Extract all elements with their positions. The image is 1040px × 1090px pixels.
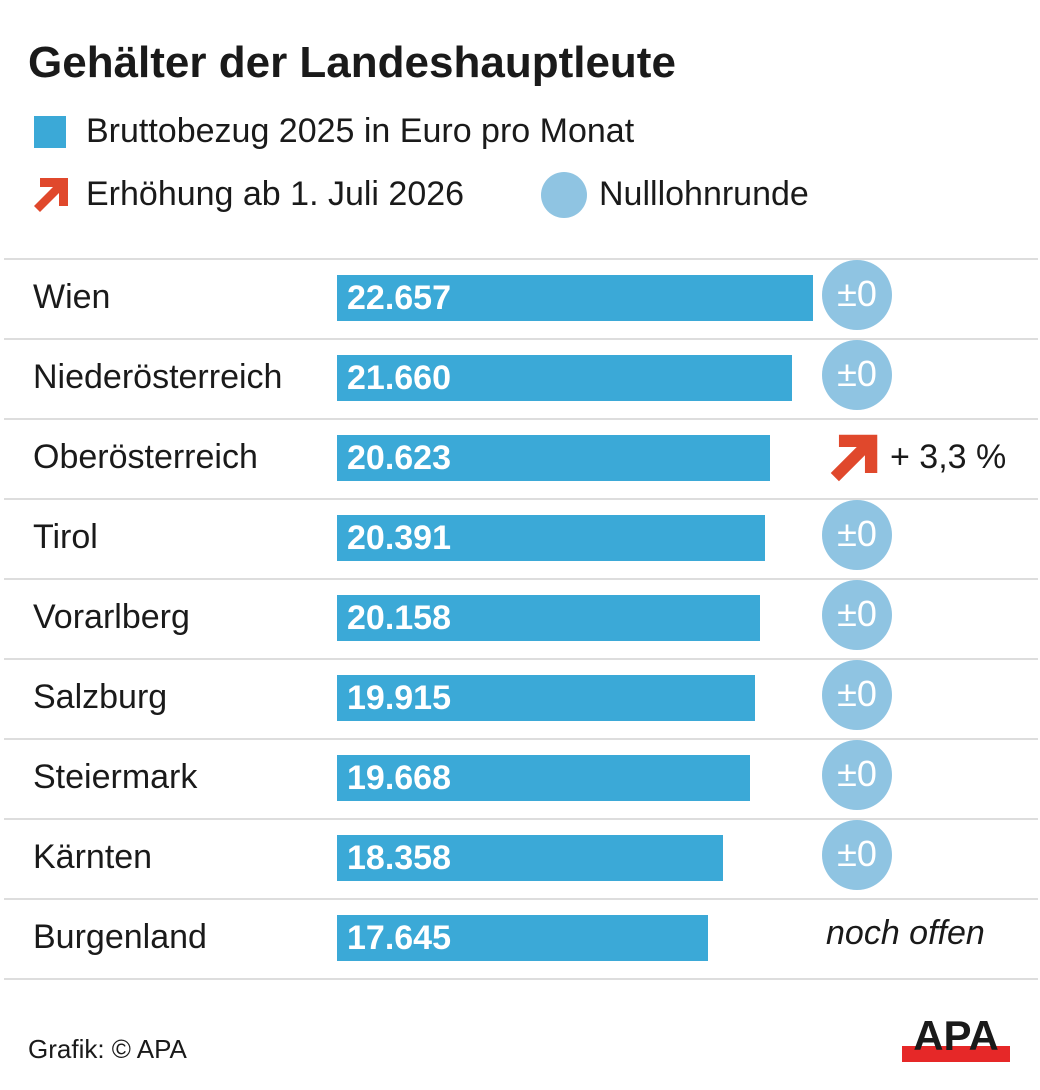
category-label: Oberösterreich: [33, 438, 258, 476]
legend-label-gross: Bruttobezug 2025 in Euro pro Monat: [86, 112, 635, 150]
bar: [337, 835, 723, 881]
increase-arrow-icon: [830, 434, 878, 482]
category-label: Wien: [33, 278, 111, 316]
apa-logo: APA: [902, 1016, 1010, 1062]
row-separator: [4, 978, 1038, 980]
bar-value-label: 20.158: [347, 599, 451, 637]
increase-label: + 3,3 %: [890, 438, 1007, 476]
category-label: Kärnten: [33, 838, 153, 876]
bar-value-label: 22.657: [347, 279, 451, 317]
bar-value-label: 20.623: [347, 439, 451, 477]
row-separator: [4, 338, 1038, 340]
legend-arrow-icon: [34, 178, 68, 212]
legend-label-zero: Nulllohnrunde: [599, 175, 809, 213]
svg-text:APA: APA: [913, 1016, 999, 1059]
chart-title: Gehälter der Landeshauptleute: [28, 38, 676, 87]
legend-label-increase: Erhöhung ab 1. Juli 2026: [86, 175, 465, 213]
bar: [337, 355, 793, 401]
bar-value-label: 20.391: [347, 519, 451, 557]
bar-value-label: 21.660: [347, 359, 451, 397]
row-separator: [4, 818, 1038, 820]
bar: [337, 515, 766, 561]
zero-round-badge: ±0: [822, 580, 892, 650]
bar: [337, 675, 756, 721]
bar: [337, 595, 761, 641]
zero-round-badge: ±0: [822, 660, 892, 730]
bar-value-label: 19.915: [347, 679, 451, 717]
zero-round-badge: ±0: [822, 740, 892, 810]
bar-value-label: 19.668: [347, 759, 451, 797]
category-label: Niederösterreich: [33, 358, 283, 396]
bar: [337, 275, 813, 321]
category-label: Burgenland: [33, 918, 207, 956]
row-separator: [4, 658, 1038, 660]
zero-round-badge: ±0: [822, 340, 892, 410]
row-separator: [4, 898, 1038, 900]
zero-round-badge: ±0: [822, 500, 892, 570]
category-label: Tirol: [33, 518, 98, 556]
legend-square-icon: [34, 116, 66, 148]
bar-value-label: 18.358: [347, 839, 451, 877]
zero-round-badge: ±0: [822, 260, 892, 330]
row-separator: [4, 578, 1038, 580]
row-separator: [4, 418, 1038, 420]
source-credit: Grafik: © APA: [28, 1034, 187, 1064]
bar: [337, 915, 708, 961]
bar: [337, 755, 751, 801]
bar-value-label: 17.645: [347, 919, 451, 957]
bar: [337, 435, 771, 481]
pending-label: noch offen: [826, 914, 985, 952]
category-label: Vorarlberg: [33, 598, 190, 636]
row-separator: [4, 258, 1038, 260]
category-label: Steiermark: [33, 758, 198, 796]
zero-round-badge: ±0: [822, 820, 892, 890]
row-separator: [4, 738, 1038, 740]
legend-circle-icon: [541, 172, 587, 218]
category-label: Salzburg: [33, 678, 168, 716]
row-separator: [4, 498, 1038, 500]
